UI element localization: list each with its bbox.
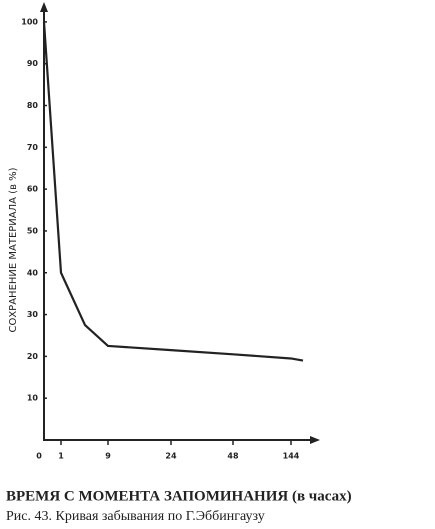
y-tick-label: 20	[27, 352, 39, 361]
x-axis-arrow	[310, 436, 320, 444]
y-axis-arrow	[40, 2, 48, 12]
caption: Рис. 43. Кривая забывания по Г.Эббингауз…	[6, 509, 265, 524]
y-tick-label: 10	[27, 394, 39, 403]
x-axis-label: ВРЕМЯ С МОМЕНТА ЗАПОМИНАНИЯ (в часах)	[6, 488, 352, 504]
y-axis-label: СОХРАНЕНИЕ МАТЕРИАЛА (в %)	[8, 167, 19, 332]
x-tick-label: 1	[58, 452, 64, 461]
x-tick-label: 9	[105, 452, 111, 461]
y-tick-label: 90	[27, 59, 39, 68]
y-tick-label: 100	[21, 17, 38, 26]
y-tick-label: 50	[27, 226, 39, 235]
y-tick-label: 80	[27, 101, 39, 110]
x-tick-label: 144	[283, 452, 300, 461]
x-tick-label: 0	[36, 452, 42, 461]
y-tick-label: 40	[27, 268, 39, 277]
y-tick-label: 60	[27, 185, 39, 194]
y-tick-label: 30	[27, 310, 39, 319]
x-tick-label: 24	[165, 452, 177, 461]
x-tick-label: 48	[227, 452, 239, 461]
y-tick-label: 70	[27, 143, 39, 152]
curve	[42, 21, 304, 362]
